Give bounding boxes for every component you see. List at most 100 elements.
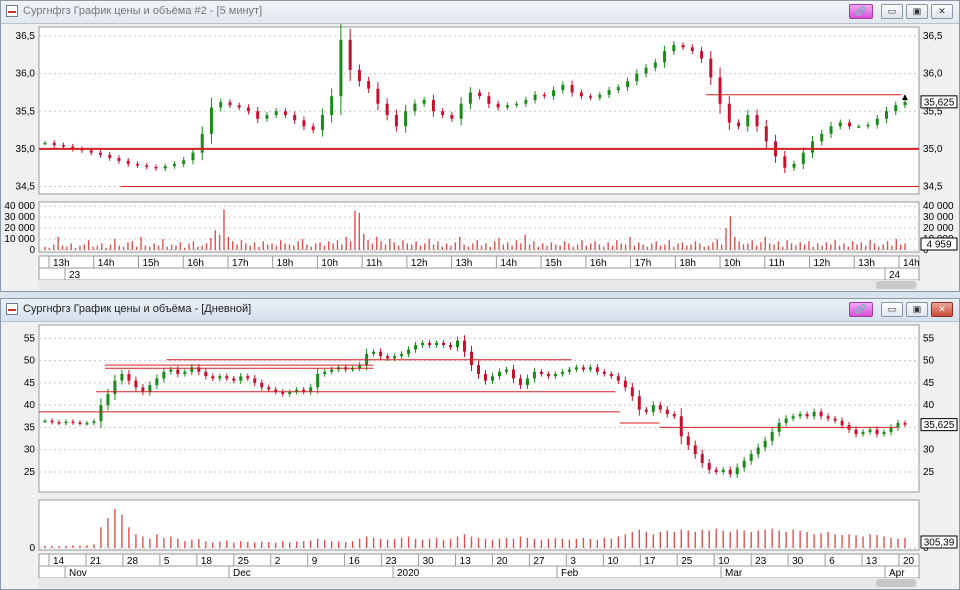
candle-body — [309, 387, 313, 392]
candle-body — [302, 120, 306, 127]
restore-button[interactable]: ▣ — [906, 4, 928, 19]
link-button[interactable]: 🔗 — [849, 4, 873, 19]
candle-body — [71, 146, 75, 149]
candle-body — [602, 371, 606, 374]
candle-body — [707, 463, 711, 470]
candle-body — [783, 156, 787, 168]
volume-tick-left: 30 000 — [4, 212, 35, 223]
last-volume-label: 4 959 — [926, 240, 951, 251]
date-label: Mar — [725, 568, 743, 579]
candle-body — [792, 163, 796, 168]
chart-app-icon — [6, 303, 18, 315]
candle-body — [71, 421, 75, 424]
last-volume-box — [920, 237, 958, 251]
candle-body — [283, 111, 287, 116]
candle-body — [148, 385, 152, 392]
title-bar[interactable]: Сургнфгз График цены и объёма - [Дневной… — [1, 299, 959, 322]
price-tick-left: 35,0 — [16, 144, 36, 155]
candle-body — [598, 94, 602, 98]
restore-button[interactable]: ▣ — [906, 302, 928, 317]
marker-arrow-icon: ▲ — [900, 92, 910, 103]
chart-window-daily[interactable]: Сургнфгз График цены и объёма - [Дневной… — [0, 298, 960, 590]
chart-window-5min[interactable]: Сургнфгз График цены и объёма #2 - [5 ми… — [0, 0, 960, 292]
candle-body — [367, 81, 371, 89]
candle-body — [524, 99, 528, 104]
candle-body — [190, 367, 194, 372]
candle-body — [518, 378, 522, 386]
candle-body — [316, 373, 320, 388]
price-volume-chart[interactable]: 555550504545404035353030252535,62500305,… — [1, 322, 959, 590]
horizontal-scrollbar[interactable] — [38, 280, 918, 290]
candle-body — [889, 427, 893, 432]
candle-body — [896, 422, 900, 428]
price-tick-right: 34,5 — [923, 181, 943, 192]
time-label: 11h — [769, 258, 785, 269]
time-label: 14h — [98, 258, 115, 269]
candle-body — [450, 115, 454, 119]
time-label: 27 — [533, 556, 545, 567]
scrollbar-thumb[interactable] — [876, 579, 916, 587]
candle-body — [679, 416, 683, 437]
time-label: 28 — [127, 556, 139, 567]
candle-body — [607, 90, 611, 95]
scrollbar-thumb[interactable] — [876, 281, 916, 289]
candle-body — [197, 367, 201, 372]
candle-body — [407, 349, 411, 354]
candle-body — [89, 150, 93, 153]
candle-body — [200, 133, 204, 153]
date-label: 23 — [69, 270, 81, 281]
volume-tick-left: 0 — [29, 543, 35, 554]
candle-body — [637, 396, 641, 410]
candle-body — [784, 418, 788, 423]
candle-body — [478, 92, 482, 97]
candle-body — [483, 373, 487, 381]
time-label: 13 — [866, 556, 878, 567]
candle-body — [903, 101, 907, 106]
candle-body — [651, 405, 655, 412]
close-button[interactable]: ✕ — [931, 4, 953, 19]
candle-body — [504, 369, 508, 372]
close-button[interactable]: ✕ — [931, 302, 953, 317]
price-tick-left: 55 — [24, 333, 36, 344]
candle-body — [727, 103, 731, 123]
minimize-button[interactable]: ▭ — [881, 4, 903, 19]
candle-body — [351, 368, 355, 370]
candle-body — [801, 152, 805, 164]
candle-body — [570, 84, 574, 93]
horizontal-scrollbar[interactable] — [38, 578, 918, 588]
link-button[interactable]: 🔗 — [849, 302, 873, 317]
price-panel — [38, 324, 920, 493]
candle-body — [838, 122, 842, 127]
title-bar[interactable]: Сургнфгз График цены и объёма #2 - [5 ми… — [1, 1, 959, 24]
candle-body — [833, 418, 837, 421]
candle-body — [505, 105, 509, 108]
candle-body — [644, 409, 648, 412]
candle-body — [456, 340, 460, 348]
price-tick-left: 36,0 — [16, 69, 36, 80]
price-volume-chart[interactable]: 36,5 36,5 36,0 36,0 35,5 35,5 35,0 35,0 34,5 34,5… — [1, 24, 959, 292]
candle-body — [539, 371, 543, 374]
candle-body — [218, 376, 222, 379]
candle-body — [567, 369, 571, 372]
candle-body — [854, 429, 858, 435]
candle-body — [404, 111, 408, 127]
time-label: 9 — [312, 556, 318, 567]
candle-body — [546, 373, 550, 377]
candle-body — [265, 115, 269, 119]
candle-body — [154, 166, 158, 169]
candle-body — [700, 51, 704, 59]
time-label: 13 — [460, 556, 472, 567]
date-label: 24 — [889, 270, 901, 281]
time-label: 5 — [164, 556, 170, 567]
candle-body — [595, 367, 599, 372]
candle-body — [163, 166, 167, 169]
candle-body — [134, 380, 138, 388]
candle-body — [302, 389, 306, 392]
time-label: 2 — [275, 556, 281, 567]
minimize-button[interactable]: ▭ — [881, 302, 903, 317]
candle-body — [267, 387, 271, 390]
candle-body — [737, 122, 741, 127]
candle-body — [428, 342, 432, 346]
candle-body — [246, 107, 250, 112]
candle-body — [868, 429, 872, 432]
